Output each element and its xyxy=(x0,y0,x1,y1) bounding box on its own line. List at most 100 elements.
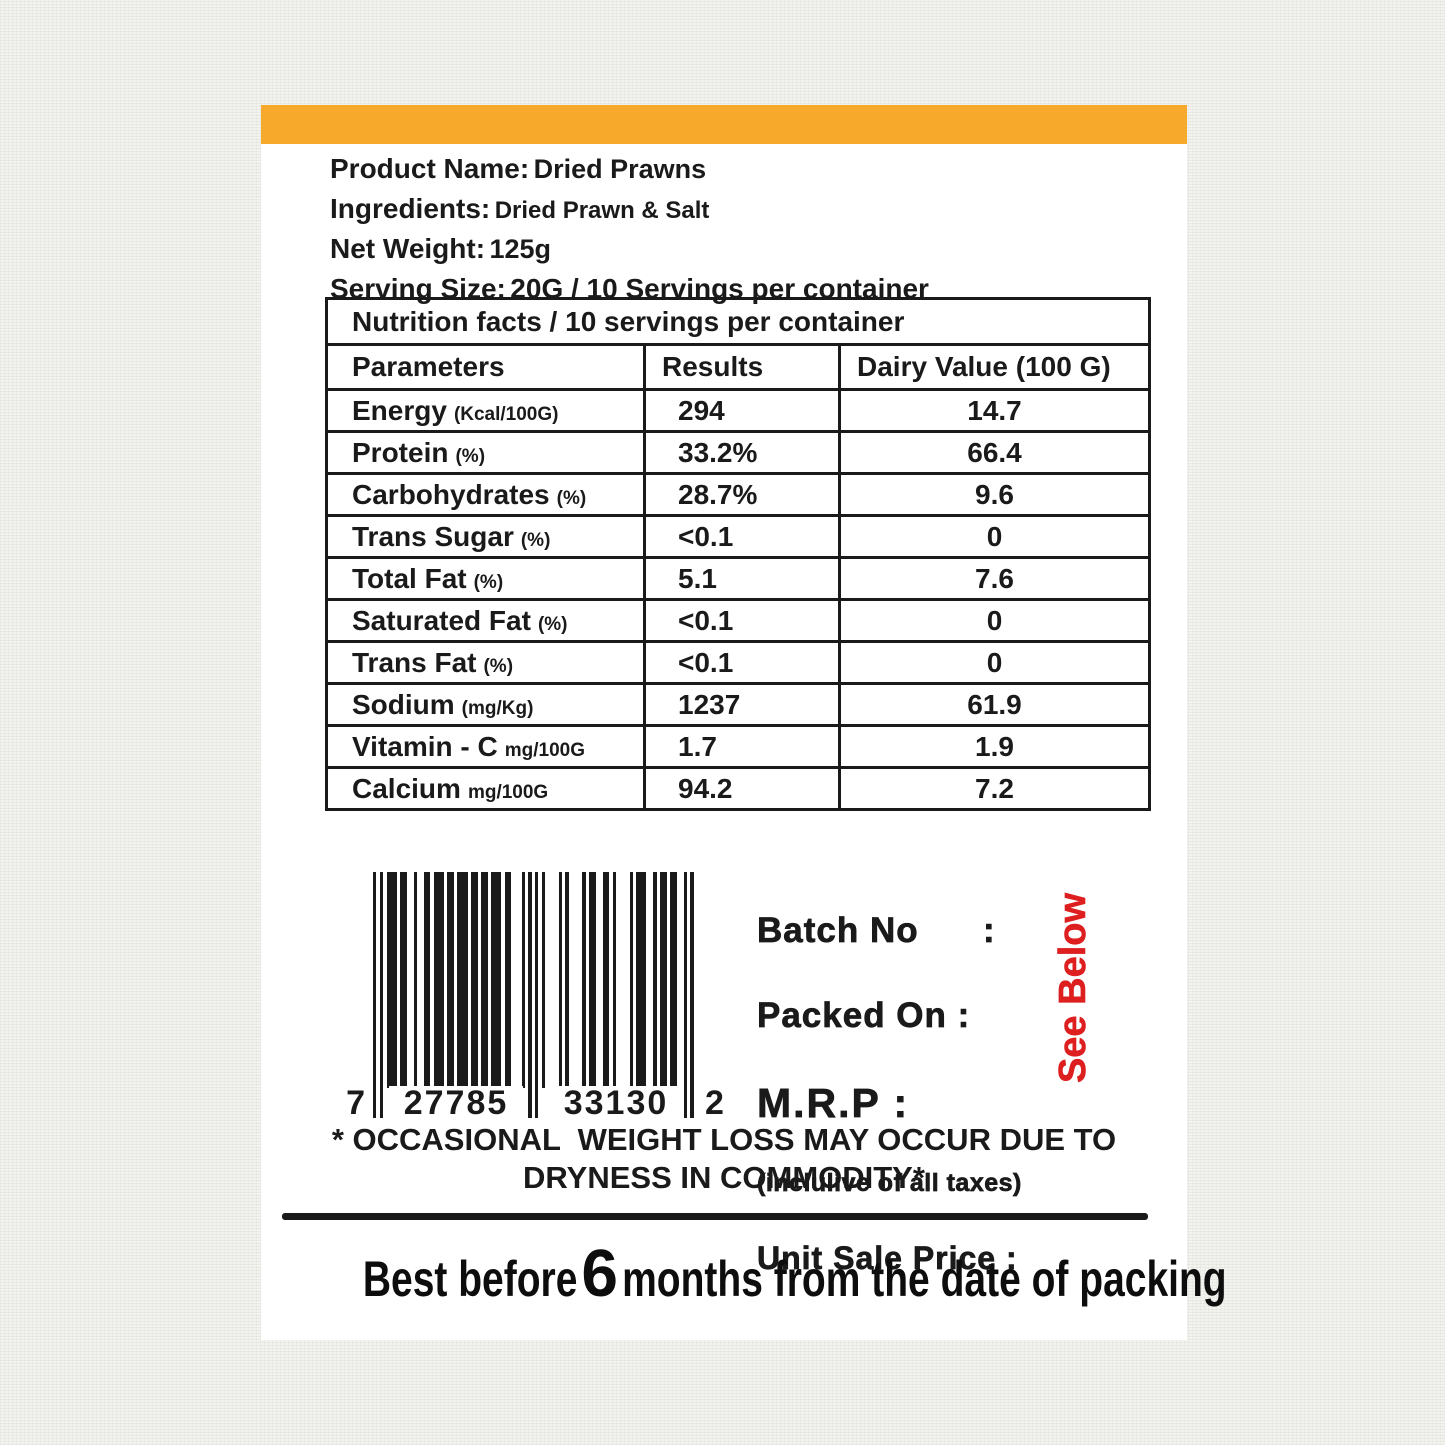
parameter-name: Carbohydrates xyxy=(352,478,550,510)
column-header-results: Results xyxy=(643,343,841,391)
barcode-module xyxy=(589,872,593,1089)
net-weight-value: 125g xyxy=(489,234,552,264)
parameter-unit: (%) xyxy=(455,445,486,467)
table-row: Trans Sugar (%) <0.1 0 xyxy=(325,514,1152,559)
table-row: Saturated Fat (%) <0.1 0 xyxy=(325,598,1152,643)
dairy-value-cell: 14.7 xyxy=(837,388,1152,433)
parameter-name: Trans Sugar xyxy=(352,520,514,552)
column-header-parameters: Parameters xyxy=(325,343,646,391)
barcode-module xyxy=(423,872,427,1089)
pricing-block: Batch No : Packed On : M.R.P : (incluliv… xyxy=(757,870,1022,1315)
column-header-dairy-value: Dairy Value (100 G) xyxy=(837,343,1152,391)
packed-on-label: Packed On : xyxy=(757,996,971,1036)
barcode-module xyxy=(521,872,525,1089)
parameter-cell: Calcium mg/100G xyxy=(325,766,646,811)
barcode-module xyxy=(690,872,694,1118)
unit-sale-price-label: Unit Sale Price : xyxy=(757,1240,1018,1277)
barcode-module xyxy=(389,872,394,1089)
result-cell: 5.1 xyxy=(643,556,841,601)
result-cell: 294 xyxy=(643,388,841,433)
dairy-value-cell: 7.6 xyxy=(837,556,1152,601)
parameter-cell: Carbohydrates (%) xyxy=(325,472,646,517)
best-before-number: 6 xyxy=(581,1236,619,1311)
parameter-name: Protein xyxy=(352,436,449,468)
barcode-module xyxy=(659,872,664,1089)
dairy-value-cell: 0 xyxy=(837,640,1152,685)
barcode-module xyxy=(605,872,610,1089)
table-header-row: Parameters Results Dairy Value (100 G) xyxy=(325,343,1152,391)
barcode-module xyxy=(673,872,677,1089)
barcode-module xyxy=(535,872,539,1118)
divider-line xyxy=(282,1213,1148,1220)
barcode-module xyxy=(528,872,532,1118)
result-cell: 28.7% xyxy=(643,472,841,517)
barcode-module xyxy=(541,872,546,1089)
result-cell: 1237 xyxy=(643,682,841,727)
parameter-name: Saturated Fat xyxy=(352,604,531,636)
barcode-module xyxy=(612,872,616,1089)
table-row: Energy (Kcal/100G) 294 14.7 xyxy=(325,388,1152,433)
parameter-name: Sodium xyxy=(352,688,455,720)
dairy-value-cell: 66.4 xyxy=(837,430,1152,475)
barcode-module xyxy=(491,872,495,1089)
parameter-unit: (%) xyxy=(537,613,568,635)
barcode-module xyxy=(440,872,444,1089)
barcode-module xyxy=(558,872,562,1089)
result-cell: 33.2% xyxy=(643,430,841,475)
best-before-line: Best before6months from the date of pack… xyxy=(362,1236,1227,1314)
table-row: Carbohydrates (%) 28.7% 9.6 xyxy=(325,472,1152,517)
barcode-module xyxy=(629,872,633,1089)
barcode-module xyxy=(400,872,404,1089)
barcode-module xyxy=(386,872,390,1089)
best-before-prefix: Best before xyxy=(362,1251,578,1307)
parameter-cell: Protein (%) xyxy=(325,430,646,475)
barcode-module xyxy=(413,872,417,1089)
disclaimer-line-2: DRYNESS IN COMMODITY* xyxy=(523,1160,925,1195)
barcode-module xyxy=(582,872,586,1089)
dairy-value-cell: 9.6 xyxy=(837,472,1152,517)
barcode-module xyxy=(464,872,468,1089)
barcode-left-digit: 7 xyxy=(344,1084,367,1122)
barcode-module xyxy=(460,872,465,1089)
parameter-cell: Sodium (mg/Kg) xyxy=(325,682,646,727)
parameter-cell: Saturated Fat (%) xyxy=(325,598,646,643)
barcode-module xyxy=(447,872,451,1089)
barcode-module xyxy=(437,872,441,1089)
barcode-group-1: 27785 xyxy=(389,1086,523,1120)
net-weight-line: Net Weight: 125g xyxy=(330,231,929,271)
parameter-unit: (%) xyxy=(556,487,587,509)
dairy-value-cell: 1.9 xyxy=(837,724,1152,769)
parameter-unit: (%) xyxy=(520,529,551,551)
barcode-module xyxy=(683,872,687,1118)
barcode-module xyxy=(474,872,478,1089)
parameter-name: Vitamin - C xyxy=(352,730,498,762)
barcode-module xyxy=(602,872,606,1089)
result-cell: <0.1 xyxy=(643,598,841,643)
barcode-module xyxy=(643,872,647,1089)
parameter-name: Calcium xyxy=(352,772,461,804)
product-name-value: Dried Prawns xyxy=(533,154,707,184)
batch-no-label: Batch No : xyxy=(757,911,996,951)
barcode-module xyxy=(508,872,512,1089)
barcode-module xyxy=(639,872,643,1089)
result-cell: 94.2 xyxy=(643,766,841,811)
barcode-module xyxy=(497,872,502,1089)
table-row: Calcium mg/100G 94.2 7.2 xyxy=(325,766,1152,811)
product-info-block: Product Name: Dried Prawns Ingredients: … xyxy=(330,151,929,311)
ingredients-value: Dried Prawn & Salt xyxy=(494,197,710,224)
barcode-module xyxy=(636,872,640,1089)
table-row: Sodium (mg/Kg) 1237 61.9 xyxy=(325,682,1152,727)
result-cell: <0.1 xyxy=(643,640,841,685)
barcode-right-digit: 2 xyxy=(703,1084,726,1122)
parameter-unit: (mg/Kg) xyxy=(461,697,534,719)
disclaimer-line-1: * OCCASIONAL WEIGHT LOSS MAY OCCUR DUE T… xyxy=(331,1122,1117,1157)
label-card: Product Name: Dried Prawns Ingredients: … xyxy=(261,105,1227,1340)
table-row: Total Fat (%) 5.1 7.6 xyxy=(325,556,1152,601)
barcode-module xyxy=(565,872,569,1089)
accent-bar xyxy=(261,105,1187,144)
product-name-label: Product Name: xyxy=(330,153,530,184)
barcode-module xyxy=(457,872,461,1089)
table-row: Vitamin - C mg/100G 1.7 1.9 xyxy=(325,724,1152,769)
table-title-row: Nutrition facts / 10 servings per contai… xyxy=(324,297,1152,346)
parameter-name: Energy xyxy=(352,394,447,426)
